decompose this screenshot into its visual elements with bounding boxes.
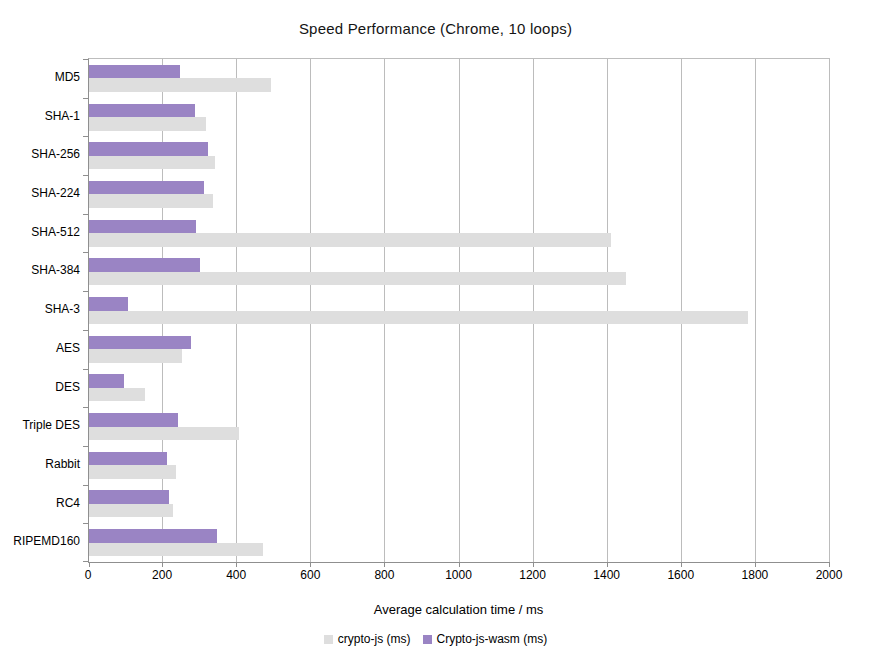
bar-crypto-js-wasm — [89, 413, 178, 427]
bar-crypto-js-wasm — [89, 490, 169, 504]
bar-crypto-js — [89, 349, 182, 363]
chart: Speed Performance (Chrome, 10 loops) MD5… — [0, 0, 871, 670]
bar-crypto-js-wasm — [89, 452, 167, 466]
legend-item: Crypto-js-wasm (ms) — [423, 632, 548, 646]
bar-crypto-js — [89, 272, 626, 286]
y-axis-tick — [83, 485, 89, 486]
bar-crypto-js-wasm — [89, 258, 200, 272]
x-tick-label: 600 — [300, 568, 320, 582]
category-label: SHA-224 — [0, 174, 80, 213]
bar-crypto-js — [89, 465, 176, 479]
x-axis-tick — [310, 562, 311, 567]
category-label: RIPEMD160 — [0, 522, 80, 561]
bar-crypto-js-wasm — [89, 297, 128, 311]
bar-crypto-js-wasm — [89, 374, 124, 388]
y-axis-tick — [83, 369, 89, 370]
bar-crypto-js — [89, 388, 145, 402]
y-axis-tick — [83, 252, 89, 253]
legend-swatch — [324, 635, 333, 644]
category-label: SHA-384 — [0, 251, 80, 290]
category-label: SHA-512 — [0, 213, 80, 252]
legend-swatch — [423, 635, 432, 644]
y-axis-tick — [83, 59, 89, 60]
y-axis-tick — [83, 136, 89, 137]
bar-crypto-js-wasm — [89, 65, 180, 79]
bar-crypto-js — [89, 427, 239, 441]
x-tick-label: 1800 — [742, 568, 769, 582]
category-label: AES — [0, 329, 80, 368]
bar-crypto-js — [89, 543, 263, 557]
bar-crypto-js-wasm — [89, 336, 191, 350]
category-label: Triple DES — [0, 406, 80, 445]
bar-crypto-js — [89, 156, 215, 170]
y-axis-tick — [83, 523, 89, 524]
y-axis-tick — [83, 98, 89, 99]
x-axis-tick — [829, 562, 830, 567]
category-axis-labels: MD5SHA-1SHA-256SHA-224SHA-512SHA-384SHA-… — [0, 58, 80, 561]
category-label: DES — [0, 368, 80, 407]
x-tick-label: 400 — [226, 568, 246, 582]
category-label: MD5 — [0, 58, 80, 97]
legend-label: crypto-js (ms) — [338, 632, 411, 646]
y-axis-tick — [83, 407, 89, 408]
category-label: SHA-3 — [0, 290, 80, 329]
gridline — [829, 59, 830, 562]
x-axis-tick — [681, 562, 682, 567]
x-tick-label: 200 — [152, 568, 172, 582]
legend: crypto-js (ms) Crypto-js-wasm (ms) — [0, 632, 871, 646]
x-tick-label: 1400 — [593, 568, 620, 582]
x-axis-tick — [533, 562, 534, 567]
gridline — [755, 59, 756, 562]
x-tick-label: 800 — [374, 568, 394, 582]
legend-label: Crypto-js-wasm (ms) — [437, 632, 548, 646]
x-tick-label: 1000 — [445, 568, 472, 582]
y-axis-tick — [83, 291, 89, 292]
bar-crypto-js — [89, 78, 271, 92]
chart-title: Speed Performance (Chrome, 10 loops) — [0, 20, 871, 37]
y-axis-tick — [83, 446, 89, 447]
category-label: SHA-256 — [0, 135, 80, 174]
bar-crypto-js-wasm — [89, 142, 208, 156]
x-tick-label: 2000 — [816, 568, 843, 582]
x-tick-label: 1600 — [667, 568, 694, 582]
y-axis-tick — [83, 214, 89, 215]
x-axis-tick — [607, 562, 608, 567]
bar-crypto-js — [89, 504, 173, 518]
category-label: Rabbit — [0, 445, 80, 484]
x-axis-title: Average calculation time / ms — [88, 602, 829, 617]
x-axis-tick — [384, 562, 385, 567]
y-axis-tick — [83, 561, 89, 562]
x-tick-label: 0 — [85, 568, 92, 582]
value-axis-labels: 0200400600800100012001400160018002000 — [88, 568, 829, 582]
bar-crypto-js — [89, 311, 748, 325]
bar-crypto-js — [89, 117, 206, 131]
x-tick-label: 1200 — [519, 568, 546, 582]
bar-crypto-js-wasm — [89, 529, 217, 543]
y-axis-tick — [83, 175, 89, 176]
plot-area — [88, 58, 830, 563]
bar-crypto-js — [89, 194, 213, 208]
x-axis-tick — [459, 562, 460, 567]
bar-crypto-js-wasm — [89, 181, 204, 195]
x-axis-tick — [755, 562, 756, 567]
category-label: SHA-1 — [0, 97, 80, 136]
y-axis-tick — [83, 330, 89, 331]
x-axis-tick — [236, 562, 237, 567]
category-label: RC4 — [0, 484, 80, 523]
x-axis-tick — [162, 562, 163, 567]
bar-crypto-js-wasm — [89, 220, 196, 234]
bar-crypto-js-wasm — [89, 104, 195, 118]
bar-crypto-js — [89, 233, 611, 247]
legend-item: crypto-js (ms) — [324, 632, 411, 646]
x-axis-tick — [89, 562, 90, 567]
